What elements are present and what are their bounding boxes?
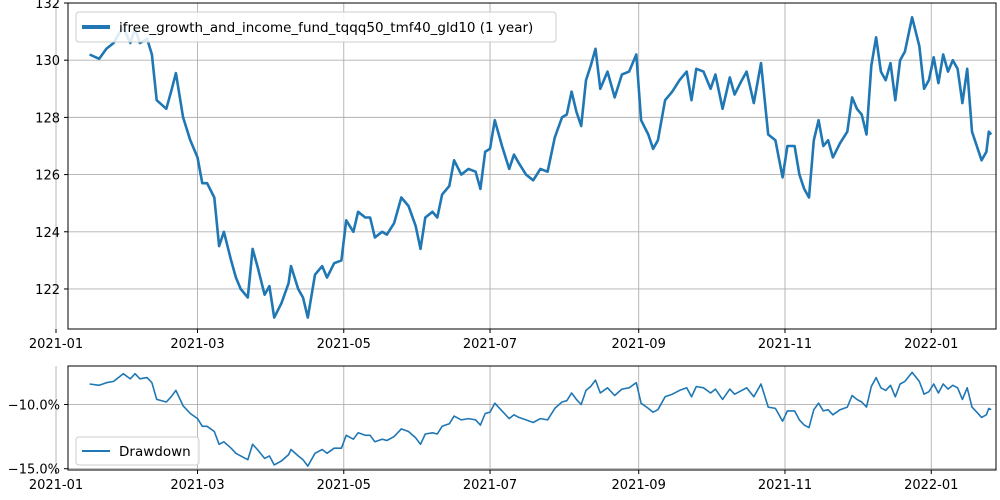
price-chart-frame [67, 2, 997, 330]
x-tick-label: 2021-11 [758, 478, 812, 493]
legend-box [75, 11, 557, 43]
x-tick-label: 2021-11 [758, 337, 812, 352]
x-tick-label: 2021-03 [170, 337, 224, 352]
drawdown-chart-frame [67, 365, 997, 471]
y-tick-label: −15.0% [8, 463, 60, 478]
drawdown-chart-y-axis: −10.0% −15.0% [8, 399, 68, 478]
series-line [89, 371, 992, 467]
x-tick-label: 2021-05 [317, 337, 371, 352]
price-chart-panel: 2021-01 2021-03 2021-05 2021-07 2021-09 2021-… [29, 0, 997, 352]
legend-label: ifree_growth_and_income_fund_tqqq50_tmf4… [119, 20, 533, 36]
x-tick-label: 2021-01 [29, 478, 83, 493]
price-chart-series [89, 16, 993, 319]
price-chart-y-axis: 122 124 126 128 130 132 [35, 0, 68, 298]
drawdown-chart-grid [55, 366, 996, 470]
x-tick-label: 2021-03 [170, 478, 224, 493]
y-tick-label: 124 [35, 226, 60, 241]
x-tick-label: 2022-01 [904, 337, 958, 352]
drawdown-chart-panel: 2021-01 2021-03 2021-05 2021-07 2021-09 2021-… [8, 365, 997, 493]
x-tick-label: 2021-07 [463, 478, 517, 493]
drawdown-chart-legend: Drawdown [75, 436, 200, 466]
y-tick-label: 128 [35, 111, 60, 126]
x-tick-label: 2021-07 [463, 337, 517, 352]
x-tick-label: 2021-09 [612, 478, 666, 493]
x-tick-label: 2022-01 [904, 478, 958, 493]
y-tick-label: 132 [35, 0, 60, 12]
x-tick-label: 2021-09 [612, 337, 666, 352]
y-tick-label: 130 [35, 54, 60, 69]
legend-box [75, 436, 200, 466]
price-chart-legend: ifree_growth_and_income_fund_tqqq50_tmf4… [75, 11, 557, 43]
drawdown-chart-series [89, 371, 992, 467]
y-tick-label: −10.0% [8, 399, 60, 414]
y-tick-label: 126 [35, 169, 60, 184]
legend-label: Drawdown [119, 444, 191, 460]
series-line [89, 16, 993, 319]
y-tick-label: 122 [35, 283, 60, 298]
x-tick-label: 2021-01 [29, 337, 83, 352]
x-tick-label: 2021-05 [317, 478, 371, 493]
drawdown-chart-x-axis: 2021-01 2021-03 2021-05 2021-07 2021-09 2021-… [29, 470, 958, 493]
price-chart-x-axis: 2021-01 2021-03 2021-05 2021-07 2021-09 2021-… [29, 329, 958, 352]
